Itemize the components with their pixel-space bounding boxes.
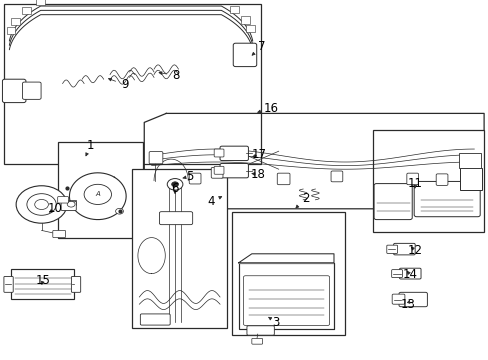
FancyBboxPatch shape bbox=[245, 25, 254, 32]
FancyBboxPatch shape bbox=[330, 171, 342, 182]
FancyBboxPatch shape bbox=[189, 173, 201, 184]
Text: 3: 3 bbox=[268, 316, 280, 329]
Text: 7: 7 bbox=[252, 40, 265, 55]
Text: 13: 13 bbox=[400, 298, 415, 311]
FancyBboxPatch shape bbox=[399, 268, 420, 279]
FancyBboxPatch shape bbox=[246, 326, 274, 335]
Text: 18: 18 bbox=[250, 168, 265, 181]
FancyBboxPatch shape bbox=[211, 167, 223, 178]
Text: 6: 6 bbox=[171, 183, 179, 195]
Bar bbox=[372, 130, 483, 232]
FancyBboxPatch shape bbox=[149, 152, 163, 164]
FancyBboxPatch shape bbox=[251, 338, 262, 344]
FancyBboxPatch shape bbox=[22, 82, 41, 99]
Text: 11: 11 bbox=[407, 177, 422, 190]
FancyBboxPatch shape bbox=[243, 276, 329, 325]
Bar bbox=[232, 212, 344, 335]
FancyBboxPatch shape bbox=[393, 243, 414, 255]
Text: 1: 1 bbox=[85, 139, 94, 156]
Circle shape bbox=[167, 179, 183, 190]
FancyBboxPatch shape bbox=[12, 18, 20, 25]
FancyBboxPatch shape bbox=[391, 270, 402, 278]
FancyBboxPatch shape bbox=[373, 184, 411, 220]
FancyBboxPatch shape bbox=[398, 292, 427, 307]
FancyBboxPatch shape bbox=[11, 269, 74, 299]
FancyBboxPatch shape bbox=[406, 173, 418, 185]
Bar bbox=[132, 169, 227, 328]
FancyBboxPatch shape bbox=[4, 276, 13, 292]
FancyBboxPatch shape bbox=[386, 245, 397, 253]
FancyBboxPatch shape bbox=[22, 7, 31, 14]
Text: 5: 5 bbox=[183, 170, 193, 183]
Polygon shape bbox=[69, 173, 126, 220]
FancyBboxPatch shape bbox=[220, 146, 248, 161]
FancyBboxPatch shape bbox=[214, 149, 224, 157]
FancyBboxPatch shape bbox=[233, 43, 256, 67]
Circle shape bbox=[16, 186, 67, 223]
Text: 2: 2 bbox=[295, 192, 309, 208]
FancyBboxPatch shape bbox=[459, 168, 481, 190]
Circle shape bbox=[115, 208, 123, 214]
FancyBboxPatch shape bbox=[238, 263, 333, 329]
FancyBboxPatch shape bbox=[2, 79, 26, 103]
Circle shape bbox=[27, 194, 56, 215]
FancyBboxPatch shape bbox=[229, 6, 238, 13]
FancyBboxPatch shape bbox=[61, 201, 76, 211]
Text: 16: 16 bbox=[257, 102, 278, 114]
FancyBboxPatch shape bbox=[140, 314, 170, 325]
Text: 17: 17 bbox=[251, 148, 266, 161]
Polygon shape bbox=[238, 254, 333, 263]
Text: 14: 14 bbox=[402, 268, 416, 281]
FancyBboxPatch shape bbox=[220, 163, 248, 178]
Circle shape bbox=[67, 201, 75, 207]
FancyBboxPatch shape bbox=[435, 174, 447, 185]
Circle shape bbox=[35, 199, 48, 210]
Text: 4: 4 bbox=[207, 195, 221, 208]
FancyBboxPatch shape bbox=[36, 0, 45, 5]
Text: 15: 15 bbox=[36, 274, 50, 287]
Text: 10: 10 bbox=[47, 202, 62, 215]
FancyBboxPatch shape bbox=[240, 17, 249, 24]
Polygon shape bbox=[144, 113, 483, 209]
FancyBboxPatch shape bbox=[458, 153, 480, 168]
FancyBboxPatch shape bbox=[58, 197, 68, 203]
FancyBboxPatch shape bbox=[53, 230, 65, 238]
Bar bbox=[4, 4, 260, 164]
FancyBboxPatch shape bbox=[277, 173, 289, 185]
Bar bbox=[58, 142, 143, 238]
FancyBboxPatch shape bbox=[159, 212, 192, 225]
FancyBboxPatch shape bbox=[71, 276, 81, 292]
FancyBboxPatch shape bbox=[214, 166, 224, 174]
Circle shape bbox=[171, 182, 178, 187]
Text: A: A bbox=[95, 192, 100, 197]
Text: 9: 9 bbox=[108, 78, 128, 91]
FancyBboxPatch shape bbox=[413, 181, 479, 217]
Text: 8: 8 bbox=[159, 69, 180, 82]
Text: 12: 12 bbox=[407, 244, 421, 257]
FancyBboxPatch shape bbox=[7, 27, 16, 34]
Circle shape bbox=[84, 184, 111, 204]
FancyBboxPatch shape bbox=[391, 294, 404, 304]
